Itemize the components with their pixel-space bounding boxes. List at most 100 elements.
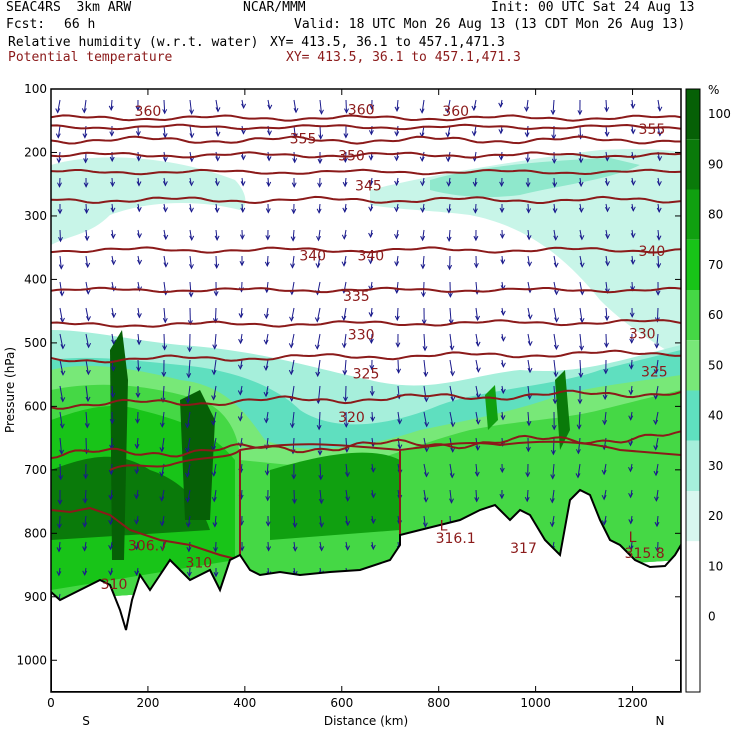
wind-arrow <box>552 437 555 455</box>
wind-arrow <box>59 229 61 242</box>
wind-arrow-head <box>58 475 64 481</box>
wind-arrow-head <box>345 520 351 527</box>
wind-arrow <box>475 359 479 372</box>
wind-arrow-head <box>341 234 347 240</box>
wind-arrow-head <box>109 418 115 425</box>
wind-arrow-head <box>394 155 400 162</box>
wind-arrow-head <box>265 521 271 527</box>
wind-arrow-head <box>315 263 321 269</box>
wind-arrow-head <box>189 109 195 115</box>
theta-contour-line <box>51 286 681 294</box>
wind-arrow <box>111 385 114 398</box>
rh-lower-darkest <box>51 456 210 540</box>
wind-arrow <box>655 411 659 425</box>
wind-arrow-head <box>447 292 453 298</box>
colorbar-label: 90 <box>708 157 723 171</box>
wind-arrow-head <box>162 157 168 163</box>
wind-arrow-head <box>605 206 610 213</box>
wind-arrow-head <box>628 492 634 499</box>
wind-arrow-head <box>159 422 165 428</box>
wind-arrow-head <box>83 158 89 164</box>
colorbar: 0 10 20 30 40 50 60 70 80 90 100 <box>685 88 731 693</box>
wind-arrow-head <box>656 263 662 269</box>
wind-arrow-head <box>579 235 585 241</box>
wind-arrow-head <box>601 469 607 476</box>
wind-arrow-head <box>137 259 143 266</box>
wind-arrow-head <box>110 207 116 213</box>
wind-arrow <box>59 411 63 428</box>
wind-arrow-head <box>369 390 375 397</box>
wind-arrow-head <box>524 496 530 503</box>
wind-arrow-head <box>657 156 663 162</box>
wind-arrow-head <box>527 394 533 400</box>
wind-arrow-head <box>137 286 143 292</box>
wind-arrow-head <box>85 369 91 376</box>
wind-arrow <box>319 515 323 527</box>
wind-arrow-head <box>450 371 456 377</box>
wind-arrow-head <box>578 158 584 164</box>
wind-arrow-head <box>239 260 245 267</box>
wind-arrow-head <box>160 397 166 403</box>
rh-upper-cloud-right <box>370 149 681 360</box>
wind-arrow-head <box>604 156 610 162</box>
wind-arrow-head <box>397 419 403 425</box>
wind-arrow-head <box>500 388 506 395</box>
wind-arrow-head <box>630 103 636 110</box>
wind-arrow-head <box>189 133 195 139</box>
wind-arrow-head <box>422 346 428 352</box>
wind-arrow-head <box>473 262 479 269</box>
wind-arrow <box>57 99 61 113</box>
wind-arrow <box>319 99 322 114</box>
wind-arrow-head <box>604 180 610 187</box>
wind-arrow-head <box>655 290 661 296</box>
wind-arrow-head <box>653 470 659 477</box>
wind-arrow <box>316 307 321 322</box>
wind-arrow <box>215 255 218 268</box>
wind-arrow <box>449 489 452 503</box>
wind-arrow-head <box>83 473 89 480</box>
wind-arrow <box>85 307 89 321</box>
colorbar-swatch <box>686 139 700 190</box>
wind-arrow <box>605 281 608 293</box>
theta-label: 360 <box>135 104 162 120</box>
wind-arrow-head <box>550 109 556 116</box>
wind-arrow-head <box>342 181 348 188</box>
wind-arrow-head <box>653 394 659 400</box>
wind-arrow-head <box>527 367 533 374</box>
wind-arrow <box>475 411 479 424</box>
theta-label: 306.7 <box>128 538 168 554</box>
wind-arrow-head <box>84 235 90 242</box>
wind-arrow-head <box>575 473 581 479</box>
wind-arrow-head <box>111 312 117 319</box>
wind-arrow-head <box>186 571 192 578</box>
wind-arrow-head <box>449 345 455 351</box>
wind-arrow <box>188 567 191 577</box>
wind-arrow-head <box>474 471 480 478</box>
wind-arrow-head <box>185 522 191 528</box>
wind-arrow-head <box>109 156 115 163</box>
wind-vectors <box>55 99 663 606</box>
wind-arrow-head <box>60 397 66 403</box>
wind-arrow-head <box>423 371 429 378</box>
wind-arrow-head <box>110 392 116 399</box>
wind-arrow-head <box>86 342 92 349</box>
wind-arrow-head <box>525 182 531 188</box>
wind-arrow-head <box>550 474 556 480</box>
wind-arrow-head <box>56 547 62 553</box>
wind-arrow-head <box>526 235 532 241</box>
wind-arrow-head <box>445 132 451 138</box>
wind-arrow-head <box>82 498 88 504</box>
wind-arrow <box>163 125 166 138</box>
wind-arrow-head <box>110 366 116 372</box>
wind-arrow <box>317 255 321 268</box>
wind-arrow-head <box>189 181 194 187</box>
wind-arrow-head <box>605 233 611 240</box>
wind-arrow-head <box>160 546 166 552</box>
wind-arrow <box>423 489 427 502</box>
theta-contour-line <box>51 168 681 176</box>
y-tick-label: 200 <box>24 145 47 159</box>
wind-arrow-head <box>185 398 191 404</box>
colorbar-swatch <box>686 541 700 592</box>
wind-arrow-head <box>603 368 609 375</box>
colorbar-swatch <box>686 239 700 290</box>
